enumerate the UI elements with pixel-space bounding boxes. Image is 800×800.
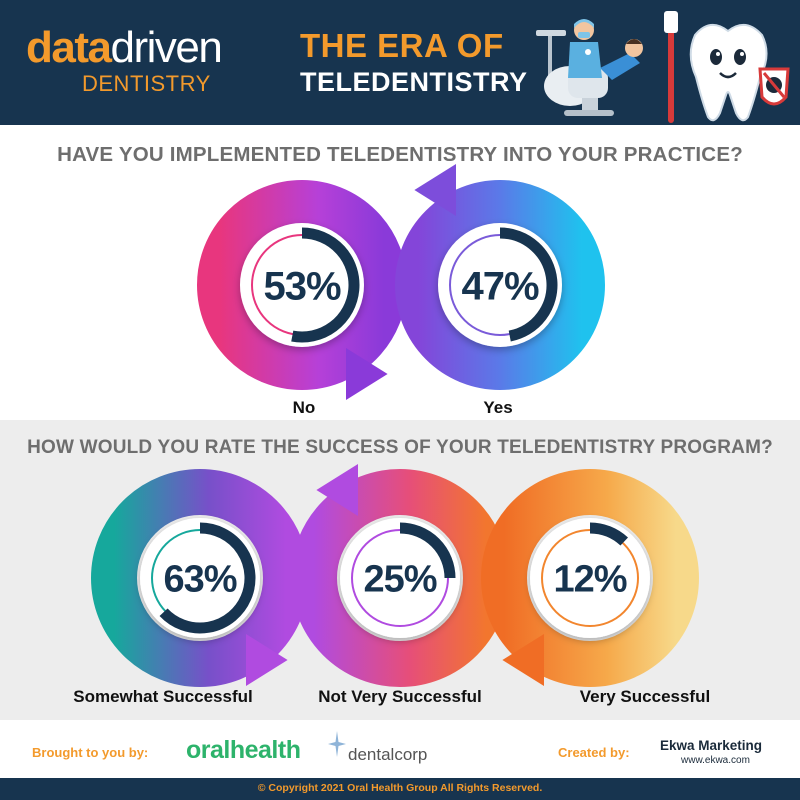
ribbon-arrow-icon-1-2	[502, 634, 544, 686]
title-line-1: THE ERA OF	[300, 27, 504, 64]
value-badge-somewhat-successful	[140, 518, 260, 638]
category-label-not-very-successful: Not Very Successful	[318, 687, 482, 706]
data-driven-dentistry-logo: datadriven DENTISTRY	[26, 23, 223, 97]
oralhealth-logo[interactable]: oralhealth	[186, 736, 301, 764]
value-arc-yes	[499, 227, 558, 342]
value-badge-yes	[438, 223, 562, 347]
sparkle-star-icon	[328, 731, 346, 757]
page-title: THE ERA OF TELEDENTISTRY	[300, 27, 528, 100]
category-label-very-successful: Very Successful	[579, 687, 711, 706]
value-arc-not-very-successful	[399, 522, 456, 579]
dentalcorp-logo[interactable]: dentalcorp	[348, 745, 428, 764]
brought-to-you-label: Brought to you by:	[32, 745, 149, 760]
ekwa-url-link[interactable]: www.ekwa.com	[681, 755, 750, 766]
question-2-title: HOW WOULD YOU RATE THE SUCCESS OF YOUR T…	[27, 437, 773, 458]
title-line-2: TELEDENTISTRY	[300, 67, 528, 97]
ribbon-arrow-icon-0-1	[414, 164, 456, 216]
copyright-text: © Copyright 2021 Oral Health Group All R…	[257, 782, 543, 794]
value-arc-no	[291, 227, 360, 343]
loop-ribbon-yes	[395, 180, 605, 390]
value-label-no: 53%	[263, 264, 340, 308]
ribbon-arrow-icon-1-1	[316, 464, 358, 516]
value-label-not-very-successful: 25%	[363, 559, 436, 601]
dentist-chair-icon	[536, 19, 643, 116]
value-arc-very-successful	[589, 522, 628, 546]
question-1-title: HAVE YOU IMPLEMENTED TELEDENTISTRY INTO …	[57, 143, 743, 166]
value-badge-no	[240, 223, 364, 347]
category-label-no: No	[292, 398, 316, 417]
value-label-yes: 47%	[461, 264, 538, 308]
loop-ribbon-somewhat-successful	[91, 469, 309, 687]
logo-dentistry-text: DENTISTRY	[82, 71, 211, 96]
loop-ribbon-no	[197, 180, 407, 390]
copyright-bar	[0, 778, 800, 800]
logo-driven-text: driven	[110, 23, 222, 72]
value-arc-somewhat-successful	[159, 522, 256, 634]
value-badge-not-very-successful	[340, 518, 460, 638]
value-badge-very-successful	[530, 518, 650, 638]
ekwa-marketing-logo[interactable]: Ekwa Marketing	[660, 738, 763, 753]
logo-data-text: data	[26, 23, 112, 72]
category-label-yes: Yes	[483, 398, 513, 417]
created-by-label: Created by:	[558, 745, 630, 760]
category-label-somewhat-successful: Somewhat Successful	[73, 687, 253, 706]
header-banner: datadriven DENTISTRY THE ERA OF TELEDENT…	[0, 0, 800, 125]
value-label-very-successful: 12%	[553, 559, 626, 601]
value-label-somewhat-successful: 63%	[163, 559, 236, 601]
ribbon-arrow-icon-1-0	[246, 634, 288, 686]
loop-ribbon-very-successful	[481, 469, 699, 687]
ribbon-arrow-icon-0-0	[346, 348, 388, 400]
footer	[0, 720, 800, 778]
tooth-mascot-icon	[664, 11, 790, 123]
